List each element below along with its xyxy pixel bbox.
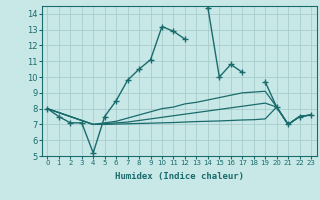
X-axis label: Humidex (Indice chaleur): Humidex (Indice chaleur) [115,172,244,181]
